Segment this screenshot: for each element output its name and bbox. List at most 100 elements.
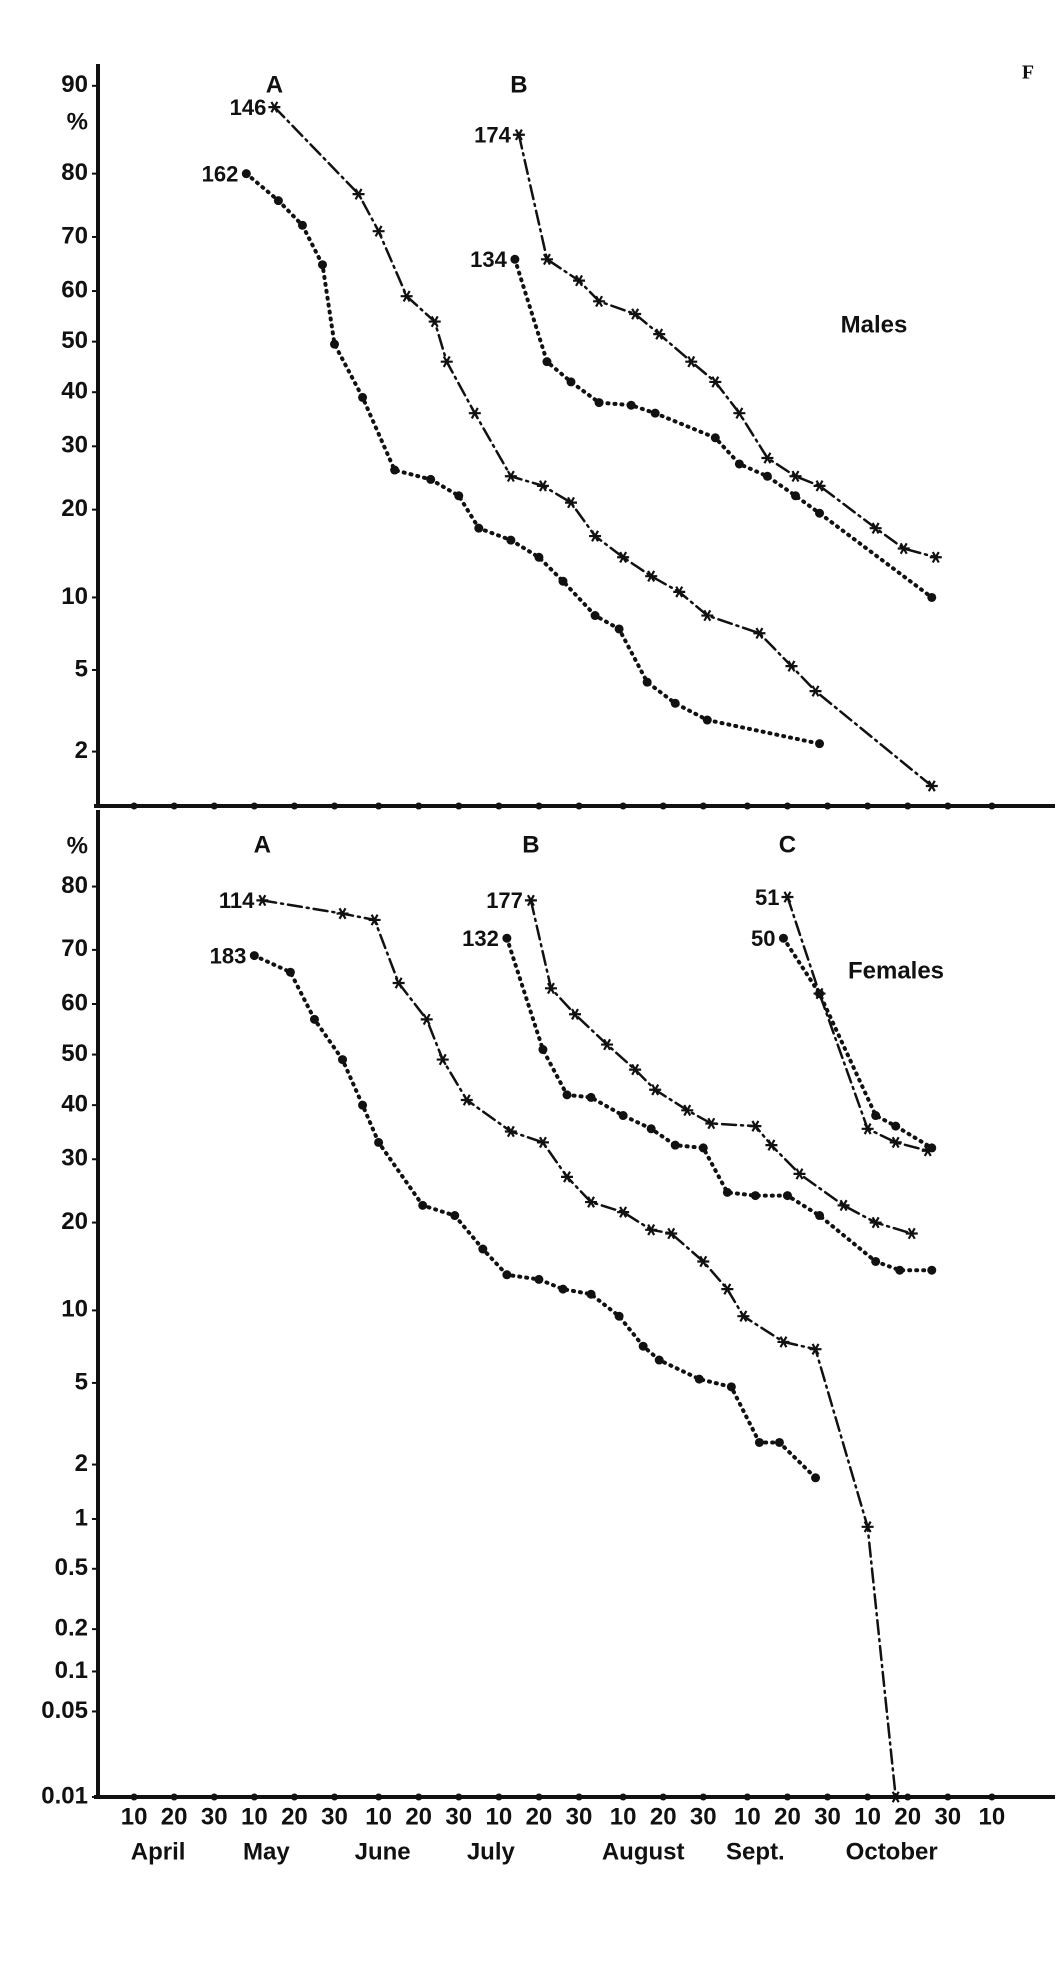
y-tick-label: 20: [61, 495, 88, 522]
series-line: [504, 936, 934, 1273]
x-tick: [210, 1793, 218, 1801]
series-line: [517, 133, 938, 559]
point: [927, 592, 937, 602]
point: [733, 407, 746, 419]
x-tick: [250, 802, 258, 810]
series-line: [786, 895, 930, 1152]
point: [474, 523, 484, 533]
point: [665, 1227, 678, 1240]
x-tick-label: 30: [201, 1803, 228, 1830]
point: [789, 470, 802, 483]
point: [889, 1791, 902, 1803]
point: [297, 220, 307, 230]
point: [750, 1191, 760, 1201]
group-label: A: [254, 831, 271, 858]
month-label: July: [467, 1838, 516, 1865]
y-tick-label: 50: [61, 1040, 88, 1067]
point: [617, 551, 630, 564]
y-tick-label: 50: [61, 327, 88, 354]
y-tick-label: 80: [61, 159, 88, 186]
x-tick: [535, 802, 543, 810]
point: [309, 1014, 319, 1024]
point: [440, 355, 453, 368]
point: [861, 1521, 874, 1533]
point: [869, 1216, 882, 1229]
point: [702, 715, 712, 725]
x-tick: [415, 802, 423, 810]
point: [502, 1270, 512, 1280]
series-line: [261, 899, 897, 1799]
series-line: [512, 257, 934, 600]
month-label: April: [131, 1838, 186, 1865]
group-label: C: [779, 831, 796, 858]
y-tick-label: 1: [75, 1504, 88, 1531]
point: [642, 677, 652, 687]
point: [317, 260, 327, 270]
point: [670, 1140, 680, 1150]
x-tick: [210, 802, 218, 810]
point: [504, 1125, 517, 1138]
point: [694, 1374, 704, 1384]
point: [374, 1137, 384, 1147]
point: [618, 1111, 628, 1121]
x-tick-label: 10: [979, 1803, 1006, 1830]
x-tick: [944, 802, 952, 810]
x-tick: [170, 802, 178, 810]
x-tick: [455, 1793, 463, 1801]
point: [815, 739, 825, 749]
month-label: October: [846, 1838, 938, 1865]
x-tick: [375, 1793, 383, 1801]
x-tick-label: 10: [734, 1803, 761, 1830]
point: [815, 508, 825, 518]
point: [589, 530, 602, 542]
x-tick-label: 30: [934, 1803, 961, 1830]
point: [330, 339, 340, 349]
point: [737, 1310, 750, 1322]
y-tick-label: 80: [61, 872, 88, 899]
series-label: 174: [474, 123, 511, 148]
x-tick-label: 20: [774, 1803, 801, 1830]
x-tick-label: 10: [241, 1803, 268, 1830]
point: [594, 398, 604, 408]
point: [249, 951, 259, 961]
point: [273, 196, 283, 206]
point: [761, 452, 774, 464]
y-tick-label: 60: [61, 276, 88, 303]
month-label: August: [602, 1838, 685, 1865]
point: [749, 1120, 762, 1132]
series-label: 146: [230, 95, 267, 120]
point: [565, 496, 578, 509]
x-tick: [495, 1793, 503, 1801]
point: [538, 1045, 548, 1055]
point: [566, 377, 576, 387]
x-tick-label: 30: [690, 1803, 717, 1830]
x-tick: [290, 802, 298, 810]
y-tick-label: 0.2: [55, 1614, 88, 1641]
point: [649, 1084, 662, 1096]
point: [558, 1284, 568, 1294]
x-tick: [864, 802, 872, 810]
panel-label: Females: [848, 957, 944, 984]
point: [418, 1200, 428, 1210]
y-tick-label: 40: [61, 1090, 88, 1117]
panel-label: Males: [841, 311, 908, 338]
x-tick: [331, 802, 339, 810]
point: [709, 376, 722, 388]
point: [673, 586, 686, 598]
y-tick-label: 30: [61, 432, 88, 459]
point: [569, 1008, 582, 1021]
y-tick-label: 0.1: [55, 1657, 88, 1684]
x-tick: [699, 1793, 707, 1801]
point: [837, 1199, 850, 1212]
month-label: May: [243, 1838, 290, 1865]
point: [593, 295, 606, 308]
x-tick-label: 10: [610, 1803, 637, 1830]
x-tick: [575, 802, 583, 810]
point: [558, 576, 568, 586]
x-tick: [783, 1793, 791, 1801]
y-unit-label: %: [67, 108, 88, 135]
month-label: Sept.: [726, 1838, 785, 1865]
point: [897, 542, 910, 555]
point: [815, 989, 825, 999]
